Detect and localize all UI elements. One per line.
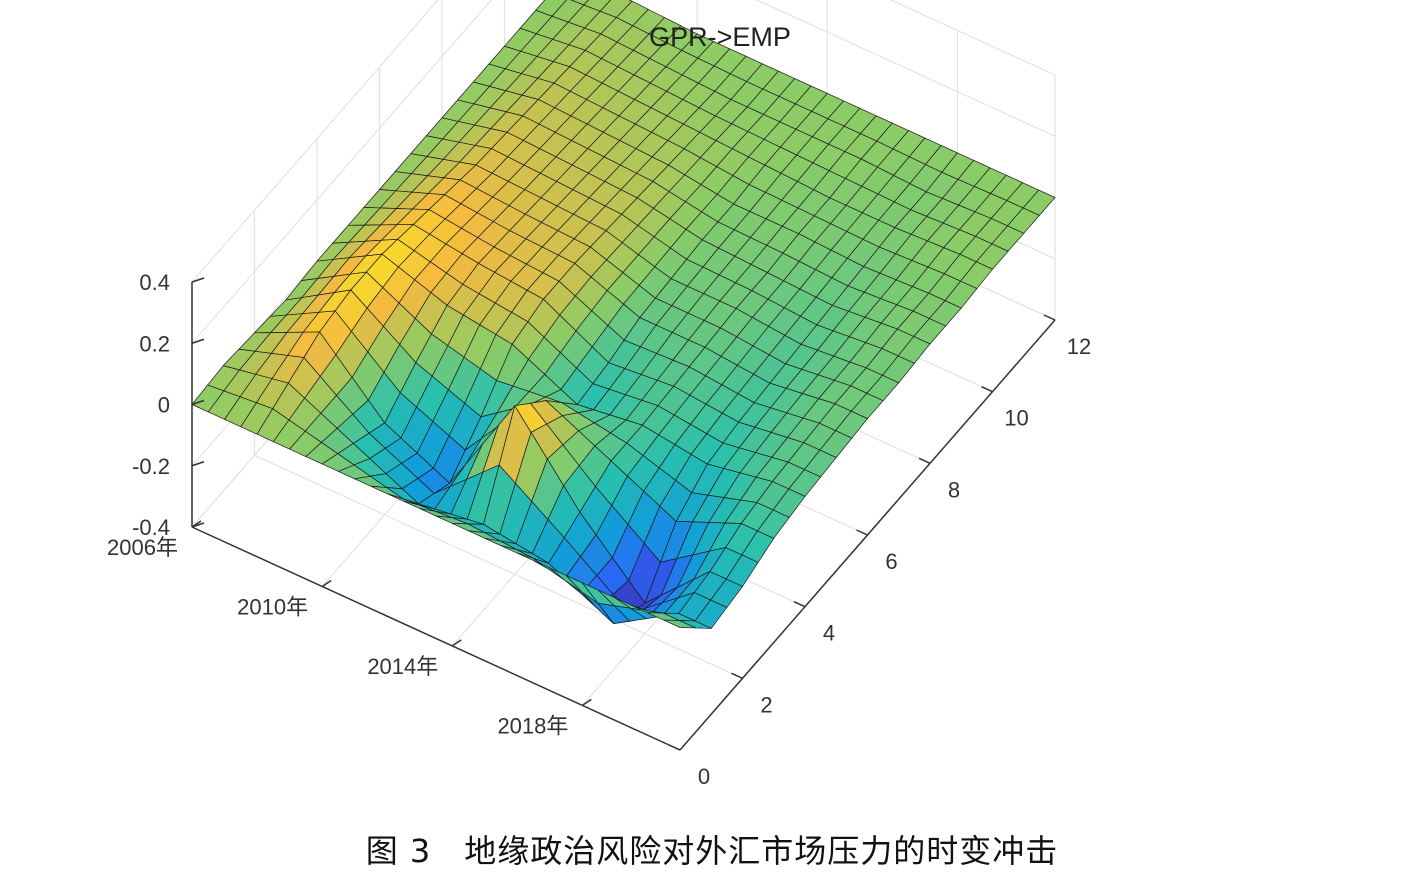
horizon-tick-mark — [1043, 314, 1056, 321]
horizon-tick-label: 6 — [885, 549, 897, 574]
tick-labels: -0.4 -0.2 0 0.2 0.4 2006年 2010年 2014年 2018年 0 2 4 6 8… — [107, 270, 1091, 789]
chart-title: GPR->EMP — [649, 22, 791, 52]
z-tick-label: 0.2 — [139, 331, 170, 356]
time-tick-mark — [191, 520, 202, 528]
time-tick-mark — [581, 698, 592, 707]
z-tick-label: 0.4 — [139, 270, 170, 295]
z-tick-mark — [191, 277, 205, 283]
surface-chart: -0.4 -0.2 0 0.2 0.4 2006年 2010年 2014年 2018年 0 2 4 6 8… — [107, 0, 1091, 789]
floor-grid-line — [254, 454, 743, 679]
z-tick-mark — [191, 461, 205, 467]
wall-grid-line — [889, 0, 1056, 76]
horizon-tick-label: 12 — [1067, 334, 1091, 359]
horizon-tick-label: 8 — [948, 477, 960, 502]
horizon-tick-label: 2 — [760, 692, 772, 717]
time-tick-label: 2014年 — [367, 654, 438, 679]
z-tick-label: 0 — [158, 393, 170, 418]
time-tick-label: 2018年 — [497, 713, 568, 738]
time-tick-label: 2006年 — [107, 535, 178, 560]
figure-caption: 图 3 地缘政治风险对外汇市场压力的时变冲击 — [365, 832, 1059, 870]
z-tick-mark — [191, 399, 205, 406]
horizon-tick-mark — [981, 385, 993, 393]
time-tick-mark — [321, 579, 332, 588]
z-tick-mark — [191, 338, 205, 344]
time-axis-line — [191, 526, 681, 751]
horizon-tick-mark — [731, 672, 743, 680]
horizon-tick-mark — [856, 529, 868, 536]
horizon-tick-label: 10 — [1004, 406, 1028, 431]
horizon-tick-label: 0 — [698, 764, 710, 789]
wall-grid-line — [755, 0, 1056, 137]
horizon-tick-mark — [793, 600, 806, 608]
horizon-tick-mark — [918, 457, 931, 465]
horizon-tick-mark — [668, 744, 681, 751]
time-tick-label: 2010年 — [237, 594, 308, 619]
surface-facet — [663, 619, 696, 629]
z-tick-label: -0.2 — [132, 454, 170, 479]
z-tick-label: -0.4 — [132, 515, 170, 540]
surface-mesh — [191, 0, 1056, 629]
horizon-tick-label: 4 — [823, 621, 835, 646]
time-tick-mark — [451, 639, 462, 647]
